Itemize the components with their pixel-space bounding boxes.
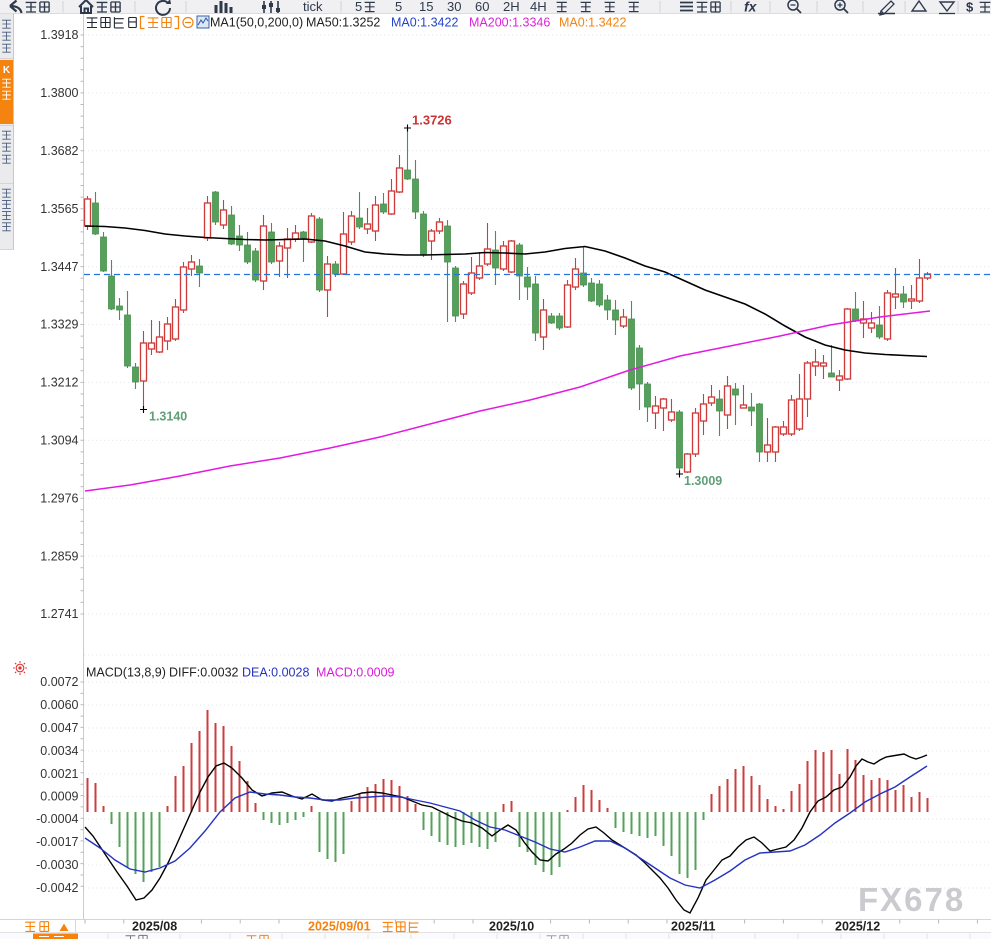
svg-text:1.3447: 1.3447 xyxy=(40,260,78,274)
svg-text:2025/09/01: 2025/09/01 xyxy=(308,920,371,934)
svg-text:1.3329: 1.3329 xyxy=(40,318,78,332)
svg-text:-0.0042: -0.0042 xyxy=(36,881,78,895)
svg-text:1.3094: 1.3094 xyxy=(40,434,78,448)
svg-text:0.0021: 0.0021 xyxy=(40,767,78,781)
svg-text:MA200:1.3346: MA200:1.3346 xyxy=(469,16,550,30)
svg-text:FX678: FX678 xyxy=(858,881,965,918)
svg-text:-0.0030: -0.0030 xyxy=(36,858,78,872)
svg-text:1.2741: 1.2741 xyxy=(40,607,78,621)
svg-text:fx: fx xyxy=(744,0,758,15)
svg-text:30: 30 xyxy=(447,0,461,14)
svg-text:0.0034: 0.0034 xyxy=(40,744,78,758)
svg-text:tick: tick xyxy=(303,0,323,14)
svg-text:0.0047: 0.0047 xyxy=(40,721,78,735)
svg-text:1.2859: 1.2859 xyxy=(40,549,78,563)
svg-text:5: 5 xyxy=(395,0,402,14)
svg-text:MA1(50,0,200,0): MA1(50,0,200,0) xyxy=(210,16,303,30)
svg-text:15: 15 xyxy=(419,0,433,14)
svg-text:2025/12: 2025/12 xyxy=(835,920,880,934)
svg-text:1.3140: 1.3140 xyxy=(149,410,187,424)
svg-text:1.3212: 1.3212 xyxy=(40,376,78,390)
svg-text:0.0060: 0.0060 xyxy=(40,698,78,712)
svg-text:MA0:1.3422: MA0:1.3422 xyxy=(559,16,626,30)
svg-text:5: 5 xyxy=(355,0,362,14)
svg-text:DIFF:0.0032: DIFF:0.0032 xyxy=(169,666,239,680)
svg-text:1.3800: 1.3800 xyxy=(40,86,78,100)
svg-text:1.2976: 1.2976 xyxy=(40,491,78,505)
svg-text:2025/11: 2025/11 xyxy=(671,920,716,934)
svg-text:DEA:0.0028: DEA:0.0028 xyxy=(242,666,309,680)
svg-text:60: 60 xyxy=(475,0,489,14)
svg-text:2025/08: 2025/08 xyxy=(132,920,177,934)
svg-text:1.3009: 1.3009 xyxy=(684,474,722,488)
svg-text:-0.0017: -0.0017 xyxy=(36,835,78,849)
svg-text:1.3682: 1.3682 xyxy=(40,144,78,158)
svg-text:4H: 4H xyxy=(530,0,547,14)
svg-text:MACD(13,8,9): MACD(13,8,9) xyxy=(86,666,166,680)
svg-text:K: K xyxy=(3,65,11,76)
svg-text:2025/10: 2025/10 xyxy=(489,920,534,934)
svg-text:-0.0004: -0.0004 xyxy=(36,812,78,826)
svg-text:MA50:1.3252: MA50:1.3252 xyxy=(306,16,380,30)
svg-text:MACD:0.0009: MACD:0.0009 xyxy=(316,666,395,680)
svg-text:MA0:1.3422: MA0:1.3422 xyxy=(391,16,458,30)
svg-text:$: $ xyxy=(966,0,974,15)
svg-text:2H: 2H xyxy=(503,0,520,14)
svg-text:1.3918: 1.3918 xyxy=(40,28,78,42)
svg-text:0.0009: 0.0009 xyxy=(40,790,78,804)
svg-text:0.0072: 0.0072 xyxy=(40,675,78,689)
svg-text:1.3726: 1.3726 xyxy=(412,113,452,128)
svg-text:1.3565: 1.3565 xyxy=(40,202,78,216)
